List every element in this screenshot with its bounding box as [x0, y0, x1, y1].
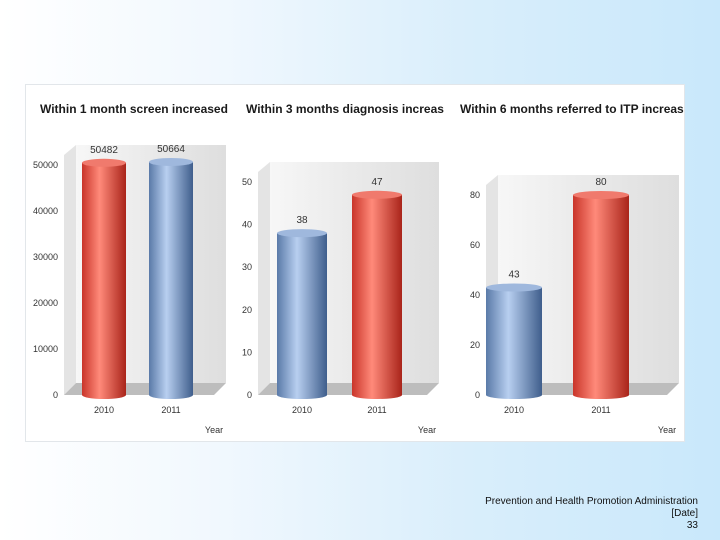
y-tick-label: 20000 — [33, 298, 58, 308]
chart-title: Within 1 month screen increased by 0.23% — [40, 102, 231, 116]
bar-base — [277, 391, 327, 399]
bar-base — [352, 391, 402, 399]
chart-side-wall — [64, 145, 76, 395]
y-tick-label: 10 — [242, 347, 252, 357]
footer-org: Prevention and Health Promotion Administ… — [485, 496, 698, 507]
y-tick-label: 60 — [470, 240, 480, 250]
bar-base — [573, 391, 629, 399]
y-tick-label: 50000 — [33, 160, 58, 170]
y-tick-label: 20 — [242, 305, 252, 315]
data-label: 43 — [508, 270, 520, 281]
data-label: 80 — [595, 177, 607, 188]
y-tick-label: 0 — [53, 390, 58, 400]
y-tick-label: 30000 — [33, 252, 58, 262]
bar-cap — [277, 229, 327, 238]
chart-diagnosis-3-months: Within 3 months diagnosis increased by 1… — [242, 102, 444, 435]
x-axis-label: Year — [418, 425, 436, 435]
chart-1-plot: Within 3 months diagnosis increased by 1… — [242, 102, 444, 435]
data-label: 38 — [296, 215, 308, 226]
y-tick-label: 40 — [470, 290, 480, 300]
bar-2010 — [486, 287, 542, 395]
y-tick-label: 50 — [242, 177, 252, 187]
y-tick-label: 80 — [470, 190, 480, 200]
x-tick-label: 2010 — [504, 405, 524, 415]
y-tick-label: 30 — [242, 262, 252, 272]
bar-cap — [486, 283, 542, 292]
chart-title: Within 3 months diagnosis increased by 1… — [246, 102, 444, 116]
charts-panel: Within 1 month screen increased by 0.23%… — [25, 84, 685, 442]
y-tick-label: 0 — [475, 390, 480, 400]
bar-2010 — [82, 162, 126, 395]
data-label: 50664 — [157, 144, 185, 155]
y-tick-label: 20 — [470, 340, 480, 350]
bar-cap — [149, 157, 193, 166]
bar-2011 — [573, 195, 629, 395]
bar-2010 — [277, 233, 327, 395]
chart-side-wall — [258, 162, 270, 395]
y-tick-label: 0 — [247, 390, 252, 400]
data-label: 50482 — [90, 145, 118, 156]
bar-base — [82, 391, 126, 399]
bar-base — [149, 391, 193, 399]
x-axis-label: Year — [205, 425, 223, 435]
x-tick-label: 2011 — [367, 405, 386, 415]
bar-cap — [352, 190, 402, 199]
chart-0-plot: Within 1 month screen increased by 0.23%… — [33, 102, 231, 435]
chart-screen-1-month: Within 1 month screen increased by 0.23%… — [33, 102, 231, 435]
bar-cap — [573, 191, 629, 199]
footer-date: [Date] — [671, 508, 698, 519]
x-tick-label: 2011 — [161, 405, 180, 415]
chart-title: Within 6 months referred to ITP increase… — [460, 102, 684, 116]
y-tick-label: 40 — [242, 220, 252, 230]
chart-referral-6-months: Within 6 months referred to ITP increase… — [460, 102, 684, 435]
bar-2011 — [149, 161, 193, 395]
x-tick-label: 2010 — [94, 405, 114, 415]
slide-footer: Prevention and Health Promotion Administ… — [485, 496, 698, 532]
x-axis-label: Year — [658, 425, 676, 435]
x-tick-label: 2011 — [591, 405, 610, 415]
y-tick-label: 40000 — [33, 206, 58, 216]
x-tick-label: 2010 — [292, 405, 312, 415]
bar-2011 — [352, 194, 402, 395]
footer-page-number: 33 — [686, 520, 698, 531]
chart-2-plot: Within 6 months referred to ITP increase… — [460, 102, 684, 435]
data-label: 47 — [371, 177, 383, 188]
y-tick-label: 10000 — [33, 344, 58, 354]
bar-cap — [82, 158, 126, 167]
bar-base — [486, 391, 542, 399]
